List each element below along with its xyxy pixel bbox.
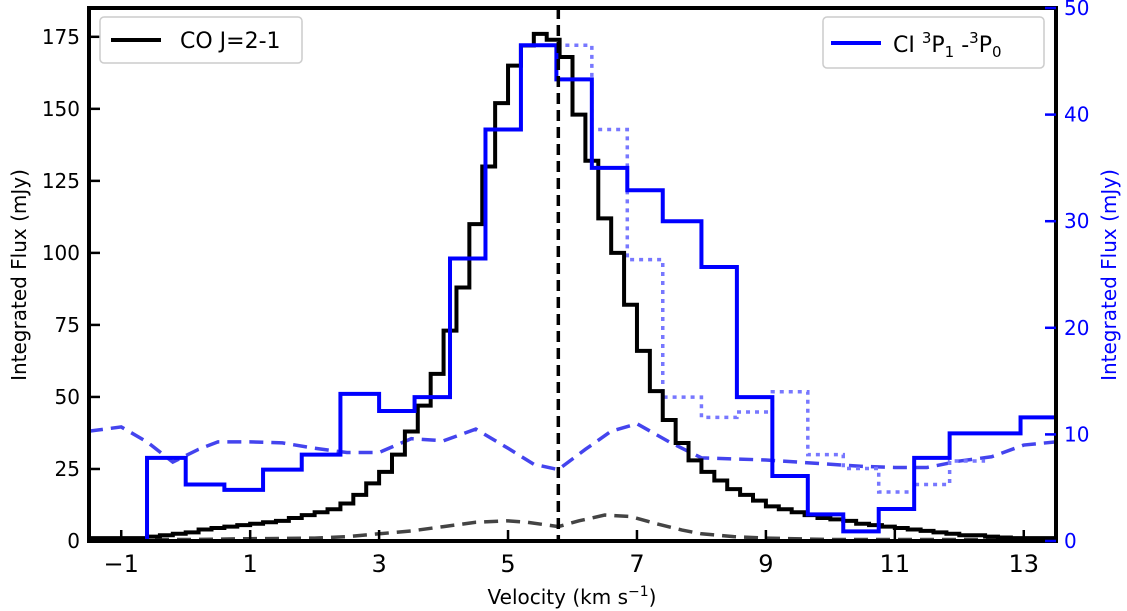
y-right-tick-label: 30 (1064, 209, 1089, 233)
plot-frame (87, 6, 1058, 543)
x-tick-label: 7 (629, 550, 644, 578)
y-right-tick-label: 50 (1064, 0, 1089, 20)
y-left-tick-label: 100 (42, 241, 80, 265)
series-layer (89, 31, 1056, 541)
y-left-tick-label: 150 (42, 97, 80, 121)
legend-right-dash: - (954, 33, 969, 58)
y-axis-right: 0 10 20 30 40 50 (1045, 0, 1089, 553)
x-tick-label: 11 (880, 550, 911, 578)
y-right-tick-label: 40 (1064, 103, 1089, 127)
x-axis-title-sup: −1 (628, 584, 649, 600)
x-tick-label: 13 (1008, 550, 1039, 578)
x-tick-label: 3 (371, 550, 386, 578)
legend-right-sup1: 3 (922, 29, 932, 47)
legend-right-label: CI 3P1 -3P0 (893, 29, 1002, 61)
x-axis-title: Velocity (km s−1) (488, 584, 657, 609)
legend-left: CO J=2-1 (99, 16, 303, 64)
legend-right-prefix: CI (893, 33, 922, 58)
legend-left-label: CO J=2-1 (180, 29, 281, 54)
legend-right-sup2: 3 (969, 29, 979, 47)
y-axis-left-title: Integrated Flux (mJy) (7, 169, 31, 381)
x-axis-title-main: Velocity (km s (488, 585, 628, 609)
legend-right-sub2: 0 (992, 43, 1002, 61)
x-tick-label: −1 (104, 550, 139, 578)
y-axis-left: 0 25 50 75 100 125 150 175 (42, 25, 100, 553)
y-left-tick-label: 175 (42, 25, 80, 49)
x-axis-title-close: ) (649, 585, 657, 609)
ci-dashed-series-line (89, 421, 1056, 472)
x-tick-label: 5 (500, 550, 515, 578)
legend-right-box (822, 16, 1045, 69)
y-right-tick-label: 0 (1064, 529, 1077, 553)
y-left-tick-label: 75 (55, 313, 80, 337)
y-right-tick-label: 20 (1064, 316, 1089, 340)
x-axis: −1 1 3 5 7 9 11 13 (104, 530, 1039, 578)
y-axis-right-title: Integrated Flux (mJy) (1097, 169, 1121, 381)
x-tick-label: 9 (758, 550, 773, 578)
legend-right-sub1: 1 (945, 43, 955, 61)
y-right-tick-label: 10 (1064, 422, 1089, 446)
legend-right-p2: P (979, 33, 992, 58)
y-left-tick-label: 25 (55, 457, 80, 481)
x-tick-label: 1 (243, 550, 258, 578)
legend-left-box (99, 16, 303, 64)
y-left-tick-label: 0 (67, 529, 80, 553)
y-left-tick-label: 50 (55, 385, 80, 409)
legend-right-p1: P (931, 33, 944, 58)
co-series-line (89, 31, 1056, 541)
y-left-tick-label: 125 (42, 169, 80, 193)
ci-series-line (89, 43, 1056, 541)
legend-right: CI 3P1 -3P0 (822, 16, 1045, 69)
